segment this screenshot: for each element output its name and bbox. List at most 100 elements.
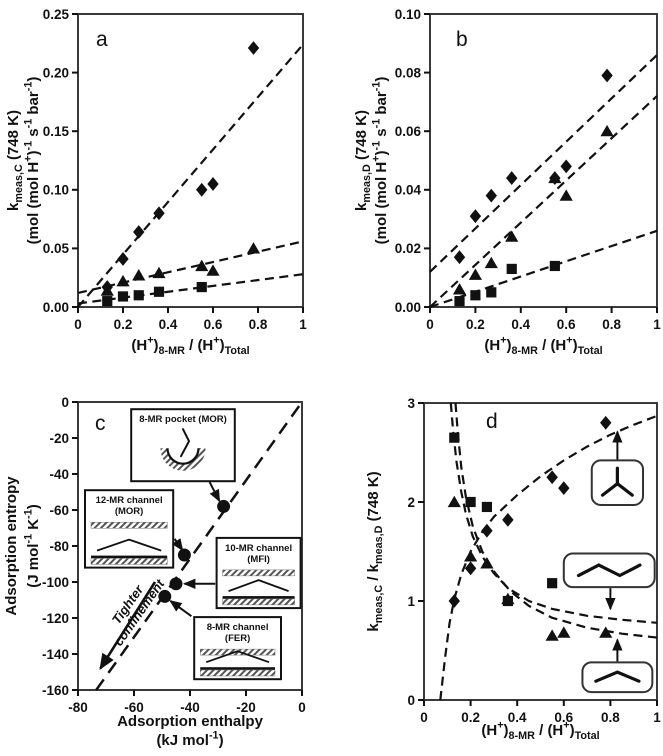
- y-tick-label: -120: [42, 611, 69, 626]
- channel-wall-top: [222, 569, 295, 577]
- data-point-diamond: [485, 188, 497, 203]
- annotation-arrow: [169, 600, 192, 618]
- data-point-circle: [158, 589, 172, 603]
- x-tick-label: -40: [180, 700, 200, 715]
- y-tick-label: 0.00: [395, 300, 421, 315]
- square-series: [102, 281, 207, 307]
- y-tick-label: -100: [42, 575, 69, 590]
- channel-wall-bottom: [199, 669, 276, 677]
- upper-declining-fit: [449, 402, 658, 624]
- data-point-diamond: [481, 523, 493, 538]
- data-point-diamond: [546, 470, 558, 485]
- data-point-triangle: [468, 268, 482, 280]
- data-point-square: [153, 286, 165, 297]
- data-point-square: [547, 578, 558, 589]
- x-tick-label: 0.8: [602, 317, 621, 332]
- x-axis-label: (kJ mol-1): [156, 730, 223, 749]
- data-point-triangle: [559, 189, 573, 201]
- x-tick-label: 0.6: [204, 317, 223, 332]
- inset-label: 8-MR pocket (MOR): [139, 414, 227, 425]
- data-point-square: [196, 281, 207, 293]
- triangle-fit: [77, 240, 304, 294]
- channel-floor-line: [222, 596, 295, 599]
- x-axis-label: (H+)8-MR / (H+)Total: [484, 335, 602, 358]
- triangle-series: [452, 124, 614, 295]
- y-tick-label: 0.25: [43, 7, 70, 22]
- molecule-propane-structure: [594, 670, 641, 683]
- data-point-square: [117, 291, 129, 302]
- x-tick-label: 0.6: [557, 317, 576, 332]
- molecule-in-channel: [205, 650, 270, 664]
- data-point-square: [449, 432, 460, 443]
- lower-declining-fit: [454, 402, 658, 639]
- panel-d-chart: 0 0.2 0.4 0.6 0.8 1 0 1 2 3 d (H+)8-MR / (H+)Total k…: [365, 396, 661, 742]
- data-point-triangle: [452, 283, 467, 295]
- data-point-diamond: [464, 561, 477, 576]
- inset-label: 10-MR channel: [225, 543, 292, 554]
- y-tick-label: 0.10: [395, 7, 421, 22]
- y-axis-label: kmeas,C / kmeas,D (748 K): [365, 471, 385, 631]
- y-axis-label: (mol (mol H+)-1 s-1 bar-1): [371, 77, 390, 245]
- data-point-diamond: [560, 159, 572, 174]
- data-point-square: [506, 263, 517, 275]
- data-point-diamond: [153, 206, 165, 221]
- data-point-triangle: [600, 124, 614, 137]
- x-tick-label: 0: [298, 700, 306, 715]
- data-point-triangle: [484, 256, 498, 269]
- data-point-triangle: [501, 592, 515, 605]
- triangle-fit: [429, 95, 658, 308]
- panel-c-chart: -80 -60 -40 -20 0 0 -20 -40 -60 -80 -100 -120 -140 -1…: [3, 395, 306, 749]
- y-tick-label: 0.05: [43, 241, 70, 256]
- x-tick-label: 0.6: [554, 710, 573, 725]
- y-axis-label: kmeas,D (748 K): [353, 110, 373, 211]
- x-tick-label: 0.2: [461, 710, 480, 725]
- panel-letter: b: [456, 28, 468, 51]
- data-point-triangle: [116, 274, 130, 287]
- data-point-diamond: [247, 41, 260, 55]
- x-tick-label: 0.4: [511, 317, 530, 332]
- x-tick-label: 0.8: [601, 710, 620, 725]
- data-point-square: [481, 501, 493, 513]
- molecule-n-butane-structure: [576, 563, 642, 578]
- panel-letter: a: [96, 28, 108, 51]
- data-point-square: [454, 296, 465, 307]
- plot-box: [423, 402, 658, 701]
- inset-label: 12-MR channel: [96, 495, 163, 506]
- y-axis-label: (mol (mol H+)-1 s-1 bar-1): [23, 77, 42, 245]
- triangle-series: [100, 242, 261, 296]
- data-point-diamond: [558, 481, 570, 496]
- inset-label: 8-MR channel: [207, 622, 269, 633]
- y-axis-label: (J mol-1 K-1): [23, 504, 42, 587]
- x-tick-label: -80: [68, 700, 88, 715]
- molecule-in-channel: [96, 538, 162, 552]
- y-tick-label: 0.15: [43, 124, 70, 139]
- panel-d: 0 0.2 0.4 0.6 0.8 1 0 1 2 3 d (H+)8-MR / (H+)Total k…: [332, 378, 663, 756]
- x-axis-label: (H+)8-MR / (H+)Total: [131, 335, 249, 358]
- annotation-arrow: [208, 481, 221, 503]
- data-point-triangle: [599, 626, 613, 638]
- data-point-diamond: [448, 594, 460, 608]
- annotation-arrow: [99, 581, 157, 670]
- channel-wall-bottom: [90, 558, 168, 565]
- data-point-triangle: [152, 266, 166, 279]
- y-tick-label: 0.02: [395, 241, 421, 256]
- panel-b-chart: 0 0.2 0.4 0.6 0.8 1 0.00 0.02 0.04 0.06 0.08 0.10 b (…: [353, 7, 661, 358]
- x-tick-label: 1: [653, 317, 661, 332]
- data-point-circle: [217, 499, 231, 513]
- pocket-hatch-rim: [160, 447, 206, 471]
- x-tick-label: 0.2: [114, 317, 133, 332]
- data-point-triangle: [548, 171, 562, 184]
- x-tick-label: 0.4: [159, 317, 178, 332]
- molecule-in-channel: [228, 579, 289, 592]
- inset-label: (FER): [225, 633, 250, 644]
- data-point-diamond: [133, 225, 145, 239]
- y-tick-label: -20: [49, 431, 69, 446]
- x-tick-label: 0.4: [508, 710, 527, 725]
- data-point-triangle: [206, 264, 220, 276]
- diamond-series: [453, 68, 613, 265]
- y-tick-label: 0.00: [43, 300, 69, 315]
- x-tick-label: 0: [426, 317, 434, 332]
- data-point-circle: [177, 548, 191, 562]
- triangle-series: [447, 495, 613, 641]
- square-fit: [429, 229, 658, 308]
